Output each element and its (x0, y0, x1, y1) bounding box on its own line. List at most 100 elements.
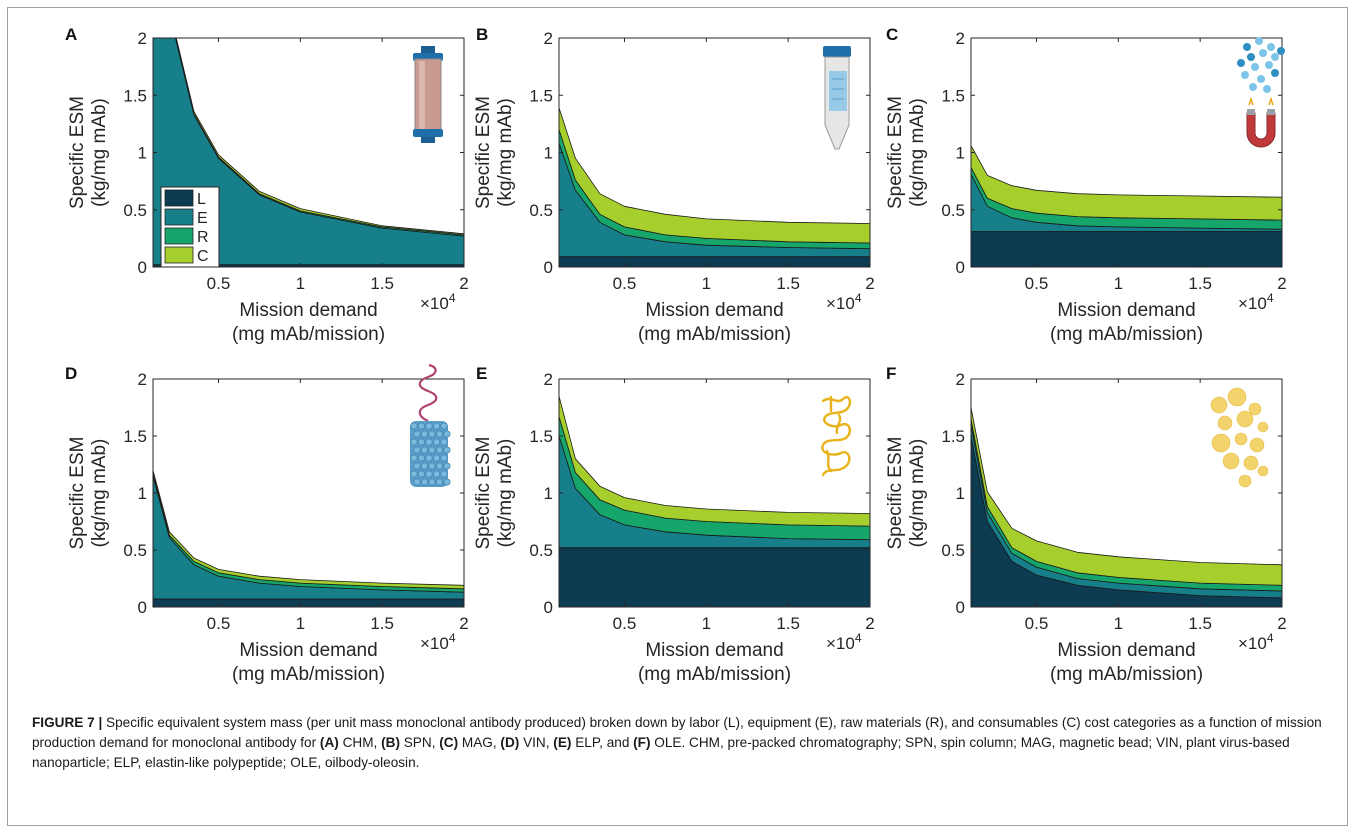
column-body (414, 58, 442, 132)
caption-part: (E) (553, 735, 572, 750)
capsid-subunit (435, 462, 443, 470)
x-tick-label: 1 (1114, 614, 1123, 633)
caption-part: (A) (319, 735, 339, 750)
y-tick-label: 0.5 (941, 541, 965, 560)
capsid-subunit (410, 422, 418, 430)
capsid-subunit (432, 422, 440, 430)
bead (1257, 75, 1265, 83)
y-tick-label: 0.5 (529, 541, 553, 560)
x-tick-label: 2 (459, 274, 468, 293)
capsid-subunit (443, 478, 451, 486)
x-tick-label: 1.5 (1188, 274, 1212, 293)
area-C (559, 395, 870, 527)
panel-letter: B (476, 25, 488, 44)
y-tick-label: 0.5 (941, 201, 965, 220)
bead (1241, 71, 1249, 79)
y-tick-label: 0 (956, 598, 965, 617)
oil-droplet (1211, 433, 1231, 453)
capsid-subunit (425, 422, 433, 430)
x-tick-label: 1 (702, 274, 711, 293)
capsid-subunit (417, 454, 425, 462)
x-tick-label: 0.5 (1025, 274, 1049, 293)
y-tick-label: 2 (956, 29, 965, 48)
area-C (971, 407, 1282, 586)
elastin-polypeptide-icon (821, 395, 852, 477)
area-C (559, 107, 870, 244)
caption-part: (C) (439, 735, 459, 750)
y-tick-label: 1.5 (529, 427, 553, 446)
y-axis-label-units: (kg/mg mAb) (495, 98, 516, 207)
stacked-areas (153, 469, 464, 607)
oil-droplet (1257, 465, 1269, 477)
x-tick-label: 1.5 (370, 274, 394, 293)
magnet-beads-icon (1237, 37, 1285, 148)
capsid-subunit (443, 430, 451, 438)
panel-letter: C (886, 25, 898, 44)
y-tick-label: 1 (544, 484, 553, 503)
caption-part: MAG, (458, 735, 501, 750)
magnet-pole (1247, 109, 1255, 115)
x-axis-label-units: (mg mAb/mission) (232, 664, 385, 685)
area-L (971, 231, 1282, 267)
legend-swatch-C (164, 246, 194, 264)
magnet-pole (1267, 109, 1275, 115)
legend-swatch-R (164, 227, 194, 245)
rna-coil (418, 363, 438, 423)
area-C (153, 469, 464, 590)
tube-cap (823, 46, 851, 57)
x-axis-label-units: (mg mAb/mission) (638, 324, 791, 345)
bead (1267, 43, 1275, 51)
bead (1259, 49, 1267, 57)
capsid-subunit (417, 470, 425, 478)
oil-droplet (1248, 402, 1262, 416)
area-L (559, 547, 870, 607)
capsid-subunit (420, 430, 428, 438)
y-tick-label: 0.5 (123, 201, 147, 220)
x-tick-label: 2 (459, 614, 468, 633)
capsid-subunit (435, 478, 443, 486)
x-tick-label: 1.5 (776, 614, 800, 633)
y-tick-label: 0 (544, 598, 553, 617)
column-nozzle-top (421, 46, 435, 53)
magnet-body (1246, 112, 1276, 148)
capsid-subunit (435, 446, 443, 454)
spin-column-tube-icon (823, 46, 851, 150)
y-tick-label: 0 (138, 598, 147, 617)
y-axis-label: Specific ESM (67, 96, 88, 209)
capsid-subunit (432, 438, 440, 446)
capsid-subunit (425, 454, 433, 462)
y-tick-label: 1.5 (123, 86, 147, 105)
y-tick-label: 1.5 (529, 86, 553, 105)
capsid-subunit (413, 430, 421, 438)
oil-droplet (1236, 410, 1254, 428)
y-axis-label-units: (kg/mg mAb) (907, 98, 928, 207)
x-tick-label: 1.5 (1188, 614, 1212, 633)
capsid-subunit (432, 470, 440, 478)
x-tick-label: 2 (1277, 614, 1286, 633)
bead (1251, 63, 1259, 71)
capsid-subunit (420, 462, 428, 470)
capsid-subunit (410, 454, 418, 462)
y-tick-label: 1 (138, 144, 147, 163)
x-multiplier: ×104 (420, 291, 456, 313)
bead (1247, 53, 1255, 61)
capsid-subunit (440, 422, 448, 430)
capsid-subunit (420, 446, 428, 454)
x-tick-label: 1.5 (370, 614, 394, 633)
y-tick-label: 2 (138, 29, 147, 48)
caption-part: OLE. CHM, pre-packed chromatography; SPN… (32, 735, 1290, 770)
oil-droplet (1210, 396, 1228, 414)
x-axis-label: Mission demand (1057, 640, 1195, 661)
oil-droplet (1243, 455, 1259, 471)
y-tick-label: 2 (956, 370, 965, 389)
x-tick-label: 2 (1277, 274, 1286, 293)
legend-label-R: R (197, 229, 209, 246)
y-tick-label: 0.5 (123, 541, 147, 560)
x-axis-label-units: (mg mAb/mission) (1050, 324, 1203, 345)
x-axis-label-units: (mg mAb/mission) (1050, 664, 1203, 685)
x-axis-label-units: (mg mAb/mission) (638, 664, 791, 685)
caption-part: (D) (500, 735, 520, 750)
capsid-subunit (410, 470, 418, 478)
y-tick-label: 1 (956, 484, 965, 503)
